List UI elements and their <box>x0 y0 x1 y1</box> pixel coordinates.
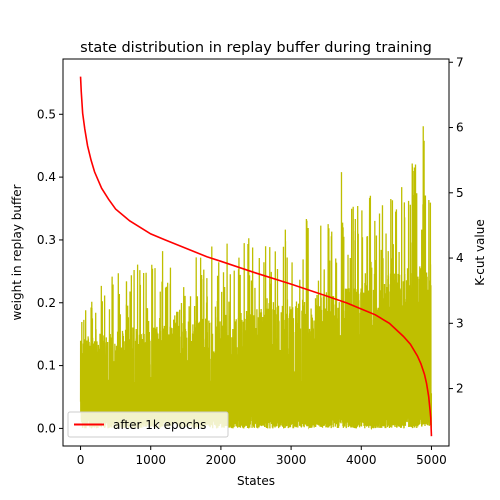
plot-frame <box>62 58 450 447</box>
y-tick-label: 0.2 <box>37 296 56 310</box>
y2-tick-label: 3 <box>456 316 464 330</box>
x-axis-label: States <box>237 474 275 488</box>
y2-tick-label: 6 <box>456 121 464 135</box>
x-tick-label: 3000 <box>276 453 307 467</box>
x-tick-label: 2000 <box>206 453 237 467</box>
y2-axis-ticks: 2 3 4 5 6 7 <box>449 55 464 396</box>
k-cut-series <box>79 76 433 437</box>
y2-axis-label: K-cut value <box>473 219 487 285</box>
y2-tick-label: 2 <box>456 382 464 396</box>
k-cut-line <box>79 76 433 437</box>
y-tick-label: 0.3 <box>37 233 56 247</box>
chart-title: state distribution in replay buffer duri… <box>80 40 432 56</box>
legend-label: after 1k epochs <box>113 418 206 432</box>
x-axis-ticks: 0 1000 2000 3000 4000 5000 <box>77 446 447 467</box>
y-axis-label: weight in replay buffer <box>10 184 24 320</box>
x-tick-label: 4000 <box>346 453 377 467</box>
legend: after 1k epochs <box>67 411 229 438</box>
x-tick-label: 0 <box>77 453 85 467</box>
legend-box <box>67 411 229 438</box>
y2-tick-label: 7 <box>456 55 464 69</box>
y-tick-label: 0.4 <box>37 170 56 184</box>
x-tick-label: 5000 <box>416 453 447 467</box>
y-tick-label: 0.1 <box>37 359 56 373</box>
y-tick-label: 0.5 <box>37 107 56 121</box>
y2-tick-label: 5 <box>456 186 464 200</box>
y-axis-ticks: 0.0 0.1 0.2 0.3 0.4 0.5 <box>37 107 63 435</box>
y-tick-label: 0.0 <box>37 421 56 435</box>
x-tick-label: 1000 <box>135 453 166 467</box>
y2-tick-label: 4 <box>456 251 464 265</box>
